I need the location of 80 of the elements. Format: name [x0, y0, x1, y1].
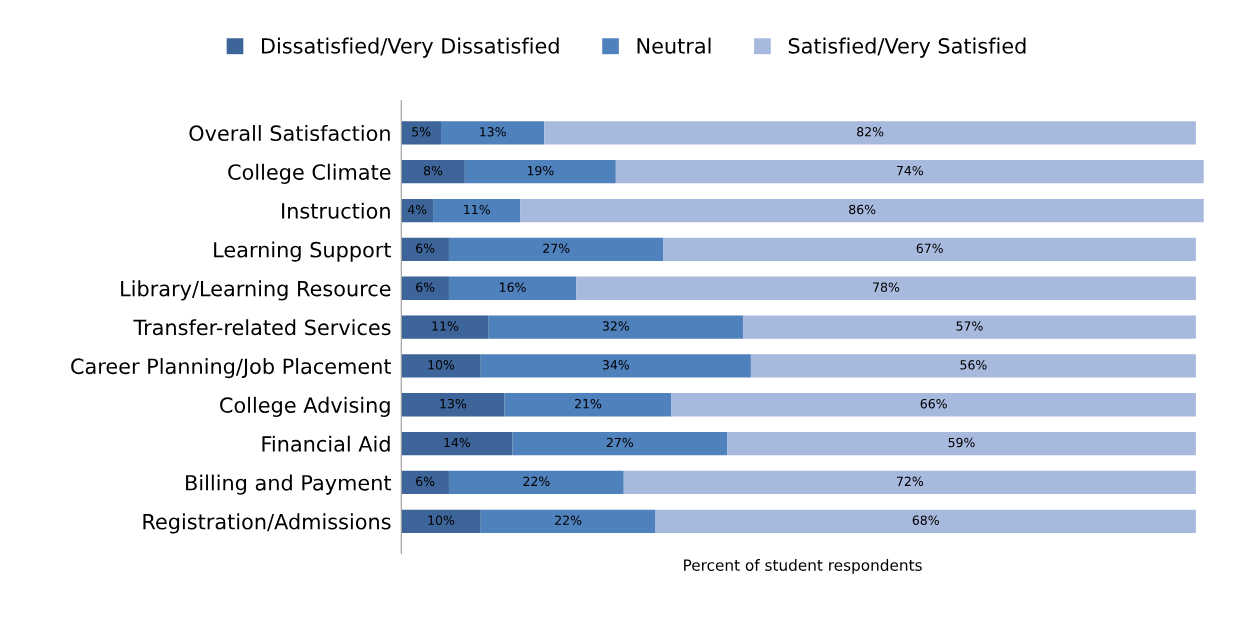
bar: [448, 470, 624, 495]
bar: [480, 509, 656, 533]
bar: [401, 431, 513, 456]
bar: [401, 237, 449, 262]
data-label: 27%: [606, 437, 633, 448]
bar: [615, 160, 1204, 184]
y-tick-label: College Climate: [228, 163, 391, 184]
data-label: 21%: [575, 398, 602, 409]
data-label: 11%: [432, 321, 459, 331]
data-label: 86%: [849, 204, 876, 215]
data-label: 8%: [424, 165, 443, 176]
bar: [750, 354, 1196, 378]
bar: [448, 276, 577, 300]
y-tick-label: Overall Satisfaction: [189, 124, 390, 142]
data-label: 59%: [948, 437, 975, 448]
bar: [623, 470, 1196, 495]
legend-label: Neutral: [637, 37, 711, 54]
bar: [520, 198, 1204, 223]
data-label: 19%: [527, 165, 554, 176]
bar: [727, 431, 1196, 456]
data-label: 14%: [444, 437, 471, 448]
data-label: 66%: [920, 398, 947, 409]
data-label: 10%: [428, 360, 455, 370]
bar: [401, 160, 465, 184]
data-label: 57%: [956, 321, 983, 331]
bar: [504, 393, 672, 417]
bar: [401, 276, 449, 300]
bar: [464, 160, 616, 184]
data-label: 67%: [916, 243, 943, 254]
legend-label: Dissatisfied/Very Dissatisfied: [262, 37, 559, 58]
x-axis-title: Percent of student respondents: [684, 559, 922, 574]
y-tick-label: Instruction: [282, 202, 390, 219]
data-label: 13%: [440, 398, 467, 409]
bar: [488, 315, 743, 339]
y-tick-label: Registration/Admissions: [143, 513, 391, 534]
bar: [480, 354, 751, 378]
bar: [401, 393, 505, 417]
data-label: 74%: [896, 165, 924, 176]
data-label: 34%: [602, 360, 630, 370]
data-label: 78%: [873, 282, 900, 292]
y-tick-label: Transfer-related Services: [133, 319, 391, 336]
y-tick-label: Financial Aid: [262, 435, 390, 452]
bar: [742, 315, 1196, 339]
bar: [401, 315, 489, 339]
data-label: 32%: [602, 321, 630, 331]
data-label: 22%: [523, 476, 550, 487]
data-label: 56%: [960, 360, 987, 370]
bar: [401, 470, 449, 495]
y-tick-label: College Advising: [220, 396, 390, 418]
y-tick-label: Library/Learning Resource: [121, 280, 391, 301]
bar: [401, 509, 481, 533]
legend-label: Satisfied/Very Satisfied: [788, 37, 1026, 58]
data-label: 5%: [412, 127, 431, 137]
data-label: 68%: [912, 515, 939, 525]
data-label: 13%: [480, 127, 506, 137]
y-tick-label: Learning Support: [214, 241, 392, 262]
bar: [671, 393, 1196, 417]
bar: [448, 237, 664, 262]
y-tick-label: Billing and Payment: [186, 474, 392, 495]
data-label: 4%: [407, 204, 427, 215]
bar: [576, 276, 1196, 300]
bar: [663, 237, 1196, 262]
data-label: 16%: [500, 282, 526, 292]
bar: [544, 121, 1196, 145]
data-label: 27%: [543, 243, 570, 254]
bar: [401, 354, 481, 378]
data-label: 22%: [555, 515, 582, 525]
data-label: 11%: [464, 204, 490, 215]
data-label: 10%: [428, 515, 455, 525]
data-label: 6%: [416, 476, 435, 487]
y-tick-label: Career Planning/Job Placement: [71, 358, 392, 379]
data-label: 72%: [896, 476, 924, 487]
bar: [433, 198, 521, 223]
data-label: 82%: [857, 127, 884, 137]
bar: [441, 121, 545, 145]
bar: [401, 121, 442, 145]
bar: [655, 509, 1196, 533]
data-label: 6%: [416, 243, 435, 254]
data-label: 6%: [416, 282, 435, 292]
bar: [512, 431, 728, 456]
